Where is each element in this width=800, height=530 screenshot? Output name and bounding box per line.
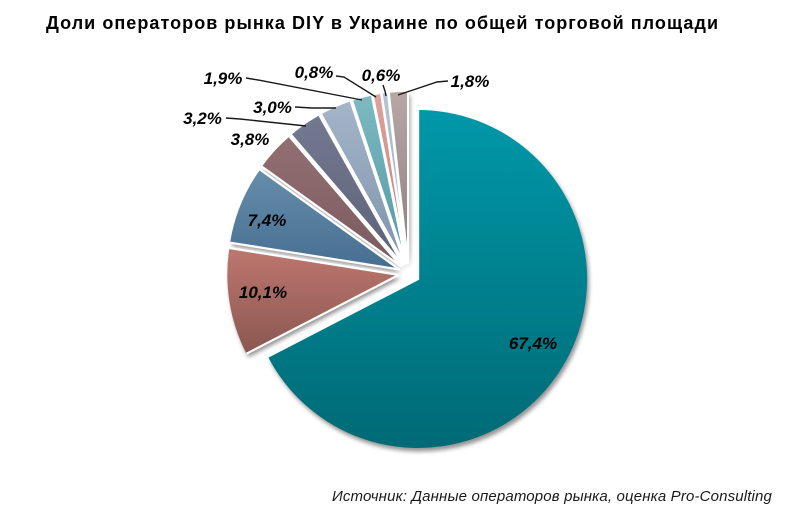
svg-text:0,6%: 0,6% [362,66,401,85]
svg-text:1,9%: 1,9% [204,69,243,88]
svg-text:3,2%: 3,2% [183,109,222,128]
svg-text:67,4%: 67,4% [509,334,557,353]
svg-text:3,0%: 3,0% [253,98,292,117]
svg-text:10,1%: 10,1% [239,283,287,302]
svg-text:Источник: Данные операторов ры: Источник: Данные операторов рынка, оценк… [332,488,773,505]
svg-text:Доли операторов рынка DIY в Ук: Доли операторов рынка DIY в Украине по о… [46,13,719,33]
svg-text:3,8%: 3,8% [231,130,270,149]
svg-text:0,8%: 0,8% [295,63,334,82]
svg-text:7,4%: 7,4% [248,211,287,230]
svg-text:1,8%: 1,8% [451,72,490,91]
